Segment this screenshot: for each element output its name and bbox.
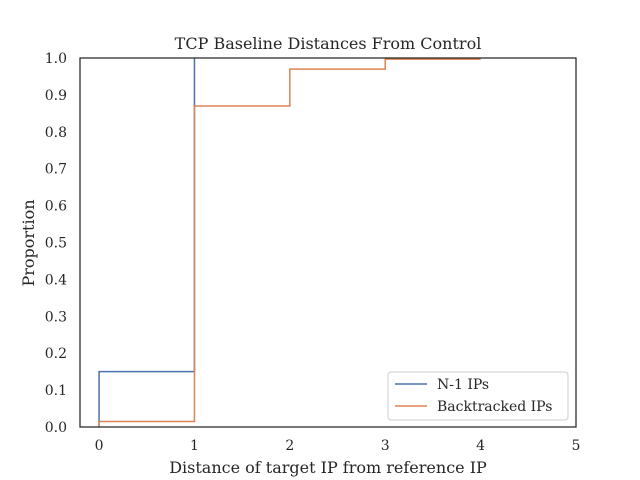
x-tick-label: 4: [476, 438, 485, 454]
y-tick-label: 0.2: [45, 346, 67, 362]
legend-box: [387, 371, 569, 421]
x-axis-label: Distance of target IP from reference IP: [169, 458, 487, 477]
plot-frame: [79, 57, 577, 428]
legend: N-1 IPs Backtracked IPs: [387, 371, 569, 421]
x-tick-label: 1: [190, 438, 199, 454]
series-line-1: [98, 58, 481, 427]
y-tick-label: 0.0: [45, 420, 67, 436]
x-axis-ticks: 0 1 2 3 4 5: [95, 438, 581, 454]
y-tick-label: 0.5: [45, 236, 67, 252]
y-tick-label: 0.9: [45, 88, 67, 104]
legend-label-1: Backtracked IPs: [437, 399, 552, 415]
y-tick-label: 0.7: [45, 162, 67, 178]
x-tick-label: 2: [285, 438, 294, 454]
y-tick-label: 0.4: [45, 272, 67, 288]
y-tick-label: 1.0: [45, 51, 67, 67]
y-tick-label: 0.1: [45, 383, 67, 399]
y-tick-label: 0.8: [45, 125, 67, 141]
y-tick-label: 0.3: [45, 309, 67, 325]
legend-label-0: N-1 IPs: [437, 377, 489, 393]
y-axis-ticks: 0.0 0.1 0.2 0.3 0.4 0.5 0.6 0.7 0.8 0.9 1.0: [45, 51, 67, 436]
y-tick-label: 0.6: [45, 199, 67, 215]
x-tick-label: 3: [381, 438, 390, 454]
x-tick-label: 5: [572, 438, 581, 454]
chart-title: TCP Baseline Distances From Control: [175, 34, 482, 53]
x-tick-label: 0: [95, 438, 104, 454]
plot-area: [98, 58, 481, 427]
y-axis-label: Proportion: [19, 199, 38, 286]
series-line-0: [98, 58, 196, 427]
